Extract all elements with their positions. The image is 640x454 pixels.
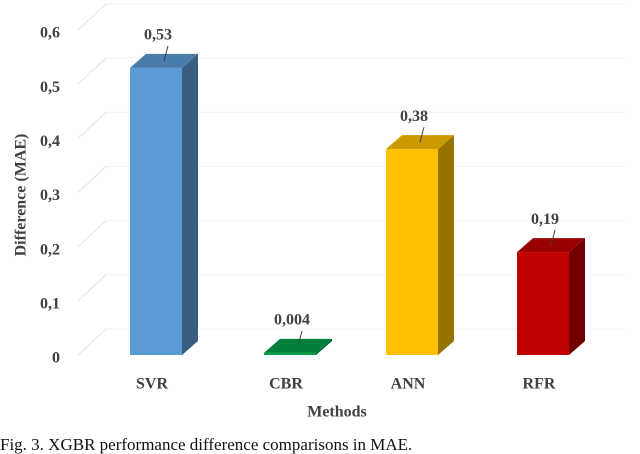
x-tick-label: RFR (523, 376, 556, 393)
bar-side (182, 53, 198, 356)
x-axis-title: Methods (307, 404, 367, 421)
value-label: 0,38 (400, 108, 428, 125)
x-tick-label: CBR (269, 376, 303, 393)
grid-line (77, 274, 107, 302)
y-tick-label: 0,2 (40, 241, 60, 258)
y-tick-label: 0 (52, 350, 60, 367)
label-leader (297, 330, 303, 346)
value-label: 0,53 (144, 27, 172, 44)
label-leader (550, 229, 556, 246)
x-tick-label: ANN (391, 376, 426, 393)
bar-front (517, 252, 569, 355)
grid-line (77, 3, 107, 31)
y-tick-label: 0,1 (40, 296, 60, 313)
grid-line (77, 328, 107, 356)
value-label: 0,19 (531, 211, 559, 228)
bar-front (264, 352, 316, 355)
bar-side (316, 338, 332, 355)
x-tick-label: SVR (136, 376, 168, 393)
grid-line (77, 57, 107, 85)
y-tick-label: 0,3 (40, 187, 60, 204)
label-leader (419, 127, 425, 143)
y-tick-label: 0,6 (40, 25, 60, 42)
y-tick-label: 0,4 (40, 133, 60, 150)
bar-front (130, 67, 182, 356)
grid-line (77, 220, 107, 248)
label-leader (163, 45, 169, 62)
grid-line (77, 111, 107, 139)
y-tick-label: 0,5 (40, 79, 60, 96)
value-label: 0,004 (274, 312, 310, 329)
y-axis-title: Difference (MAE) (13, 134, 30, 257)
caption: Fig. 3. XGBR performance difference comp… (0, 435, 412, 454)
bar-side (438, 135, 454, 355)
grid-line (77, 166, 107, 193)
bar-front (386, 149, 438, 355)
bar-side (569, 238, 585, 355)
